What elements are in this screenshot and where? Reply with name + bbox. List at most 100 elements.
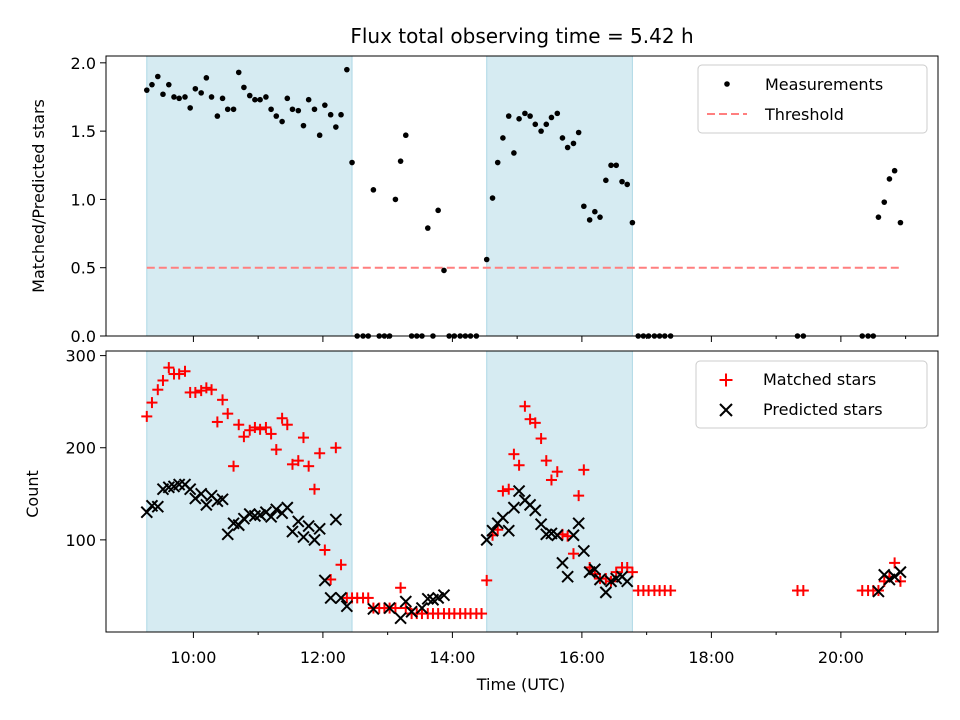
predicted-star-stroke-b (437, 588, 451, 602)
bottom-axes-frame (105, 350, 939, 633)
predicted-star-point (286, 525, 299, 538)
predicted-star-stroke-b (292, 515, 305, 528)
predicted-star-point (394, 611, 407, 625)
predicted-star-point (486, 524, 499, 537)
top-y-tick-label: 1.0 (71, 190, 96, 209)
predicted-star-stroke-b (399, 595, 412, 608)
top-legend: Measurements Threshold (697, 64, 928, 134)
matched-star-point (665, 585, 677, 597)
predicted-stars-points (140, 478, 907, 625)
measurement-point (500, 135, 506, 141)
predicted-star-stroke-b (281, 501, 294, 514)
predicted-star-point (221, 528, 234, 541)
measurement-point (575, 129, 582, 136)
measurement-point (230, 106, 237, 113)
predicted-star-stroke-b (529, 504, 542, 517)
matched-star-point (519, 400, 531, 412)
matched-star-point (292, 455, 304, 467)
count-panel: 100 200 300 10:00 12:00 14:00 16:00 18:00 20:00… (23, 347, 939, 694)
predicted-star-point (496, 511, 510, 524)
matched-star-point (179, 365, 191, 377)
matched-star-point (395, 582, 407, 594)
measurement-point (284, 95, 291, 102)
matched-star-point (529, 417, 541, 429)
predicted-star-point (270, 503, 283, 516)
predicted-star-stroke-b (324, 591, 337, 605)
measurement-point (613, 162, 620, 169)
measurement-point (881, 199, 888, 205)
predicted-star-stroke-b (318, 574, 332, 587)
predicted-star-stroke-b (270, 503, 283, 516)
x-tick-label: 18:00 (688, 648, 734, 667)
measurement-point (208, 94, 215, 100)
predicted-star-point (512, 484, 526, 498)
matched-star-point (217, 394, 229, 406)
matched-star-point (260, 421, 272, 433)
predicted-star-stroke-b (200, 498, 213, 512)
measurement-point (559, 135, 566, 141)
matched-star-point (141, 410, 153, 422)
predicted-star-stroke-b (561, 570, 574, 583)
measurement-point (149, 81, 155, 88)
matched-star-point (578, 464, 590, 476)
bottom-y-tick-label: 300 (65, 347, 96, 366)
predicted-star-stroke-b (588, 563, 602, 576)
predicted-star-point (399, 595, 412, 608)
matched-star-point (551, 466, 563, 478)
measurement-point (516, 116, 522, 122)
measurement-point (349, 159, 355, 166)
predicted-star-stroke-b (194, 487, 208, 501)
predicted-star-stroke-b (394, 611, 407, 625)
predicted-star-stroke-b (216, 493, 229, 506)
matched-star-point (308, 483, 320, 495)
predicted-star-stroke-b (894, 565, 907, 579)
predicted-star-point (200, 498, 213, 512)
matched-star-point (211, 416, 223, 428)
predicted-star-point (340, 599, 354, 613)
predicted-star-stroke-b (593, 573, 607, 586)
matched-star-point (146, 397, 158, 409)
measurement-point (322, 102, 328, 108)
legend-measurements-label: Measurements (765, 75, 883, 94)
matched-star-point (206, 384, 218, 396)
matched-star-point (567, 548, 579, 560)
measurement-point (483, 256, 490, 263)
top-y-tick-label: 0.5 (71, 259, 96, 278)
predicted-star-stroke-b (599, 586, 613, 599)
measurement-point (570, 140, 577, 147)
measurement-point (154, 73, 161, 80)
matched-star-point (254, 423, 266, 435)
measurement-point (316, 132, 323, 139)
predicted-star-stroke-b (367, 602, 380, 616)
measurement-point (897, 219, 904, 226)
predicted-star-point (383, 601, 396, 615)
measurement-point (235, 69, 242, 76)
predicted-star-stroke-b (302, 519, 315, 533)
matched-star-point (200, 382, 212, 394)
predicted-star-stroke-b (340, 599, 354, 613)
predicted-star-point (183, 482, 197, 496)
predicted-star-stroke-b (227, 517, 240, 530)
measurement-point (397, 158, 404, 164)
predicted-star-point (529, 504, 542, 517)
measurement-point (182, 94, 188, 100)
predicted-star-stroke-b (421, 592, 435, 606)
predicted-star-point (551, 529, 564, 542)
x-tick-label: 14:00 (429, 648, 475, 667)
predicted-star-stroke-b (313, 522, 326, 536)
measurement-point (338, 111, 344, 118)
top-y-tick-label: 1.5 (71, 122, 96, 141)
matched-star-point (545, 474, 557, 486)
measurement-point (532, 121, 539, 128)
measurement-point (505, 113, 512, 119)
measurement-point (305, 96, 312, 103)
predicted-star-stroke-b (286, 525, 299, 538)
bottom-y-tick-label: 100 (65, 531, 96, 550)
measurement-point (548, 114, 555, 121)
legend-matched-label: Matched stars (763, 370, 876, 389)
predicted-star-stroke-b (872, 585, 885, 598)
x-axis-label: Time (UTC) (476, 675, 565, 694)
predicted-star-stroke-b (534, 517, 548, 531)
measurement-point (219, 95, 226, 102)
predicted-star-stroke-b (243, 507, 256, 521)
